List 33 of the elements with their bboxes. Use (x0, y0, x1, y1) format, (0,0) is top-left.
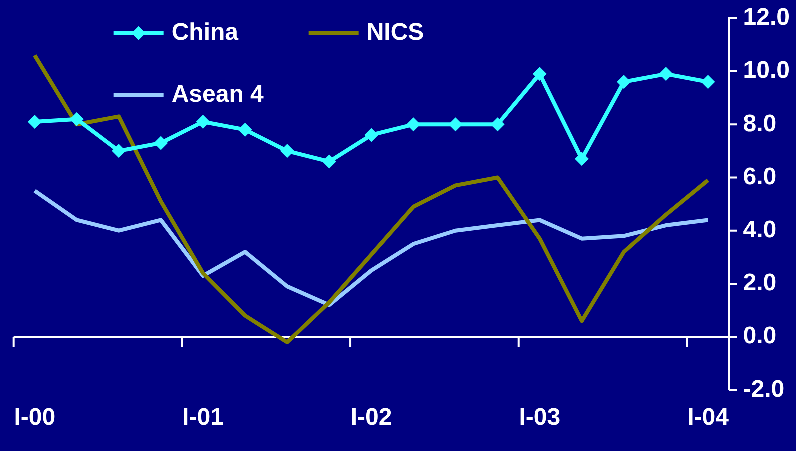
point (701, 75, 716, 90)
point (322, 154, 336, 169)
x-tick-label: I-04 (688, 404, 730, 432)
point (448, 118, 463, 132)
y-tick-label: 6.0 (743, 163, 777, 190)
point (280, 144, 294, 158)
y-tick-label: 12.0 (743, 4, 790, 32)
y-tick-label: -2.0 (743, 376, 785, 403)
point (112, 144, 126, 158)
point (617, 75, 632, 90)
legend-label: China (172, 19, 240, 46)
y-tick-label: 0.0 (743, 322, 777, 350)
point (659, 67, 674, 82)
point (28, 114, 42, 129)
point (532, 67, 547, 82)
point (490, 118, 505, 132)
point (196, 114, 210, 129)
y-tick-label: 2.0 (743, 270, 777, 297)
x-tick-label: I-02 (350, 404, 392, 432)
y-tick-label: 4.0 (743, 216, 777, 244)
point (154, 136, 168, 150)
point (70, 112, 84, 126)
x-tick-label: I-01 (182, 404, 224, 432)
x-tick-label: I-03 (519, 404, 561, 432)
legend-label: Asean 4 (172, 81, 265, 108)
point (238, 122, 252, 137)
point (574, 152, 589, 166)
point (406, 118, 421, 132)
x-tick-label: I-00 (14, 404, 56, 432)
y-tick-label: 8.0 (743, 110, 777, 138)
legend-label: NICS (366, 19, 424, 46)
y-tick-label: 10.0 (743, 57, 790, 84)
point (364, 128, 379, 142)
